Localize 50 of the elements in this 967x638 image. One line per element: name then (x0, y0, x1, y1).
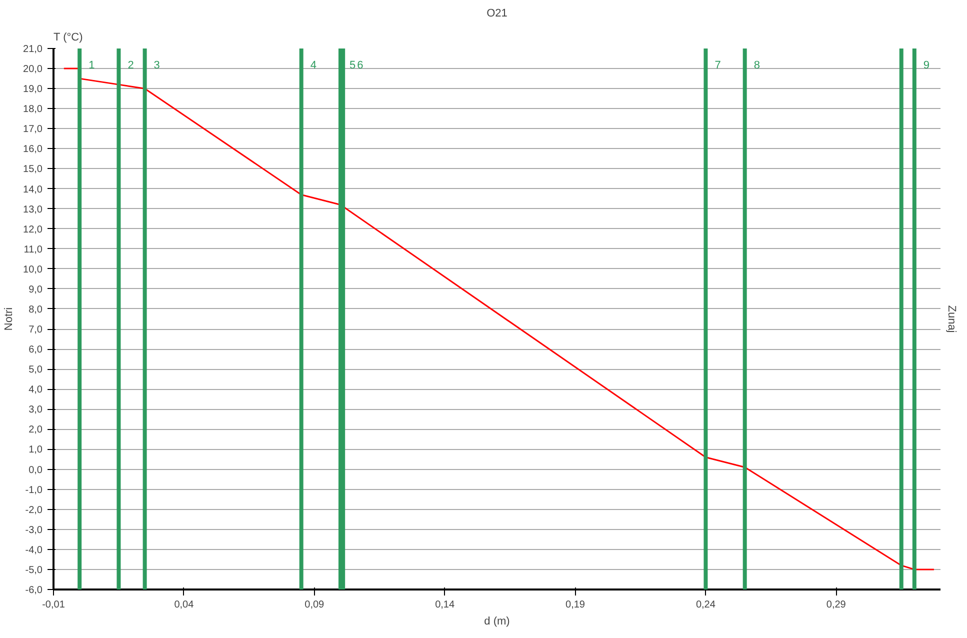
y-tick-label: 19,0 (23, 84, 43, 96)
annotation: 1 (88, 60, 95, 72)
y-tick-label: 17,0 (23, 124, 43, 136)
y-tick-label: 2,0 (28, 424, 43, 436)
y-tick-label: 20,0 (23, 64, 43, 76)
annotation: 5 (349, 60, 356, 72)
annotation: 3 (154, 60, 160, 72)
x-tick-label: 0,29 (826, 600, 846, 610)
y-tick-label: -6,0 (25, 585, 43, 596)
x-axis-title: d (m) (484, 616, 510, 628)
annotation: 9 (923, 60, 930, 72)
x-tick-label: 0,19 (566, 600, 586, 610)
y-axis-title: T (°C) (54, 32, 83, 44)
annotation: 4 (310, 60, 316, 72)
annotation: 7 (714, 60, 721, 72)
x-tick-label: 0,09 (304, 600, 325, 610)
y-tick-label: -2,0 (25, 504, 43, 516)
text: Notri (3, 307, 16, 331)
y-tick-label: 4,0 (28, 384, 43, 396)
y-tick-label: 14,0 (23, 184, 43, 196)
x-tick-label: 0,14 (435, 600, 455, 610)
text: Zunaj (946, 305, 958, 333)
x-tick-label: -0,01 (42, 600, 66, 610)
y-tick-label: 3,0 (28, 404, 43, 416)
y-tick-label: 9,0 (28, 284, 43, 296)
annotation: 2 (128, 60, 134, 72)
x-tick-label: 0,04 (174, 600, 194, 610)
y-tick-label: 18,0 (23, 104, 43, 116)
y-tick-label: 1,0 (28, 444, 43, 456)
y-tick-label: -1,0 (25, 484, 43, 496)
y-tick-label: 21,0 (23, 44, 43, 55)
y-tick-label: 0,0 (28, 464, 43, 476)
annotation: 6 (357, 60, 364, 72)
y-tick-label: 12,0 (23, 224, 43, 236)
annotation: 8 (754, 60, 760, 72)
y-tick-label: 7,0 (28, 324, 43, 336)
y-tick-label: 11,0 (24, 244, 43, 256)
y-tick-label: 15,0 (23, 164, 43, 176)
y-tick-label: 6,0 (28, 344, 43, 356)
y-tick-label: -5,0 (25, 564, 43, 576)
y-tick-label: 16,0 (23, 144, 43, 156)
y-tick-label: 13,0 (23, 204, 43, 216)
y-tick-label: 8,0 (28, 304, 43, 316)
chart-title: O21 (486, 8, 508, 20)
line-series (63, 68, 935, 570)
x-tick-label: 0,24 (696, 600, 716, 610)
y-tick-label: 5,0 (28, 364, 43, 376)
y-tick-label: -4,0 (25, 544, 43, 556)
y-tick-label: 10,0 (23, 264, 43, 276)
y-tick-label: -3,0 (25, 524, 43, 536)
